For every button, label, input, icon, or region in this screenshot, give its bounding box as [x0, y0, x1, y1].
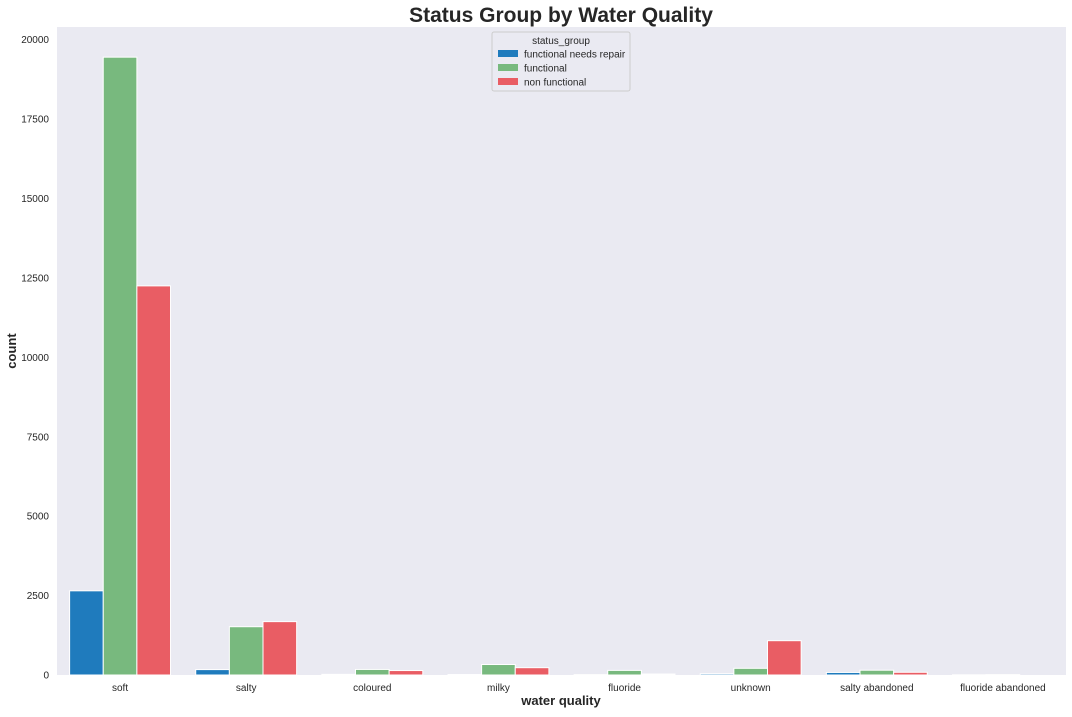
bar-functional-unknown [734, 668, 768, 675]
bar-non-functional-salty-abandoned [894, 672, 928, 675]
chart-title: Status Group by Water Quality [409, 4, 713, 27]
bar-non-functional-soft [137, 286, 171, 675]
x-tick-label: salty abandoned [840, 683, 913, 694]
y-tick-label: 10000 [21, 353, 49, 364]
plot-background [57, 27, 1066, 675]
bar-functional-coloured [355, 669, 389, 675]
bar-functional-needs-repair-unknown [700, 674, 734, 675]
y-tick-label: 17500 [21, 115, 49, 126]
legend-entry: functional needs repair [524, 50, 626, 61]
y-tick-label: 0 [43, 671, 49, 682]
bar-non-functional-fluoride [641, 674, 675, 675]
legend-swatch [498, 64, 518, 71]
bar-functional-salty [229, 627, 263, 675]
bar-non-functional-unknown [768, 641, 802, 675]
bar-functional-needs-repair-coloured [322, 674, 356, 675]
bar-non-functional-salty [263, 622, 297, 675]
x-tick-label: unknown [731, 683, 771, 694]
bar-functional-needs-repair-soft [70, 591, 104, 675]
bar-functional-fluoride [608, 670, 642, 675]
legend-entry: functional [524, 64, 567, 75]
y-tick-label: 2500 [27, 591, 50, 602]
y-tick-label: 5000 [27, 512, 50, 523]
bar-non-functional-milky [515, 668, 549, 675]
y-axis-label: count [4, 333, 19, 369]
x-axis-label: water quality [520, 693, 601, 708]
legend: status_group functional needs repair func… [492, 32, 630, 91]
y-tick-label: 12500 [21, 273, 49, 284]
legend-entry: non functional [524, 78, 586, 89]
x-tick-label: soft [112, 683, 128, 694]
x-tick-label: coloured [353, 683, 391, 694]
bar-functional-milky [482, 665, 516, 675]
legend-swatch [498, 50, 518, 57]
bar-functional-salty-abandoned [860, 670, 894, 675]
bar-non-functional-coloured [389, 671, 423, 675]
y-tick-label: 15000 [21, 194, 49, 205]
bar-functional-needs-repair-salty [196, 670, 230, 675]
x-tick-label: salty [236, 683, 257, 694]
bar-functional-soft [103, 57, 137, 675]
legend-title: status_group [532, 36, 590, 47]
y-tick-label: 7500 [27, 432, 50, 443]
y-ticks-group: 0 2500 5000 7500 10000 12500 15000 17500 20000 [21, 35, 49, 681]
y-tick-label: 20000 [21, 35, 49, 46]
x-tick-label: fluoride abandoned [960, 683, 1046, 694]
x-tick-label: fluoride [608, 683, 641, 694]
bar-functional-needs-repair-salty-abandoned [826, 672, 860, 675]
legend-swatch [498, 78, 518, 85]
x-tick-label: milky [487, 683, 510, 694]
